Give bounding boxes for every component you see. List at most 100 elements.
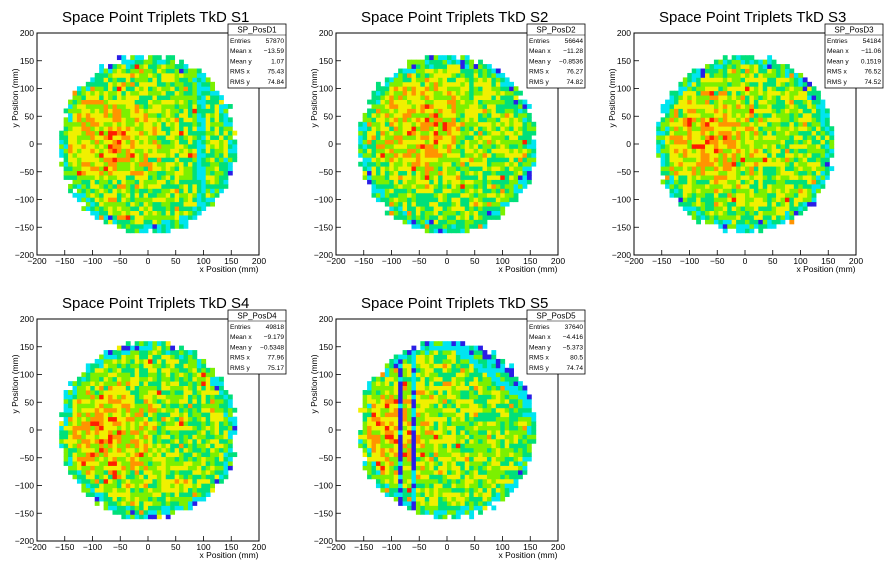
heatmap-bin — [210, 112, 215, 118]
heatmap-bin — [121, 434, 127, 440]
heatmap-bin — [187, 157, 193, 163]
heatmap-bin — [103, 376, 109, 382]
heatmap-bin — [152, 447, 158, 453]
heatmap-bin — [447, 201, 452, 207]
heatmap-bin — [134, 210, 140, 216]
heatmap-bin — [134, 59, 140, 65]
heatmap-bin — [438, 139, 443, 145]
heatmap-bin — [174, 179, 180, 185]
heatmap-bin — [94, 175, 100, 180]
heatmap-bin — [740, 59, 746, 65]
heatmap-bin — [192, 95, 198, 100]
heatmap-bin — [736, 148, 741, 154]
heatmap-bin — [205, 90, 211, 96]
heatmap-bin — [121, 152, 127, 158]
heatmap-bin — [130, 398, 136, 404]
heatmap-bin — [192, 197, 198, 203]
heatmap-bin — [116, 390, 122, 395]
heatmap-bin — [148, 130, 153, 136]
heatmap-bin — [464, 215, 470, 220]
heatmap-bin — [411, 197, 417, 203]
heatmap-bin — [438, 201, 443, 207]
heatmap-bin — [81, 179, 87, 185]
heatmap-bin — [179, 148, 184, 154]
heatmap-bin — [90, 183, 96, 189]
x-tick-label: 200 — [551, 256, 565, 266]
heatmap-bin — [76, 443, 82, 449]
heatmap-bin — [68, 121, 73, 127]
heatmap-bin — [513, 126, 519, 132]
heatmap-bin — [112, 72, 118, 78]
heatmap-bin — [112, 192, 118, 198]
heatmap-bin — [170, 90, 176, 96]
heatmap-bin — [143, 72, 149, 78]
heatmap-bin — [407, 152, 412, 158]
heatmap-bin — [165, 452, 171, 458]
heatmap-bin — [504, 117, 510, 123]
heatmap-bin — [802, 90, 808, 96]
heatmap-bin — [669, 95, 675, 100]
heatmap-bin — [371, 192, 377, 198]
heatmap-bin — [753, 201, 759, 207]
heatmap-bin — [375, 197, 381, 203]
heatmap-bin — [753, 166, 759, 172]
heatmap-bin — [700, 72, 706, 78]
heatmap-bin — [72, 139, 78, 145]
heatmap-bin — [174, 108, 180, 114]
heatmap-bin — [156, 192, 162, 198]
heatmap-bin — [116, 487, 122, 493]
heatmap-bin — [94, 398, 100, 404]
heatmap-bin — [509, 86, 514, 92]
heatmap-bin — [398, 170, 403, 176]
y-tick-label: 100 — [319, 84, 333, 94]
heatmap-bin — [139, 139, 144, 145]
heatmap-bin — [63, 394, 69, 400]
heatmap-bin — [762, 188, 768, 194]
heatmap-bin — [116, 443, 122, 449]
heatmap-bin — [393, 130, 399, 136]
heatmap-bin — [424, 188, 430, 194]
heatmap-bin — [486, 90, 492, 96]
heatmap-bin — [130, 461, 136, 466]
heatmap-bin — [108, 456, 113, 462]
heatmap-bin — [776, 117, 781, 123]
heatmap-bin — [72, 183, 78, 189]
heatmap-bin — [820, 157, 826, 163]
heatmap-bin — [727, 95, 733, 100]
heatmap-bin — [161, 126, 167, 132]
heatmap-bin — [187, 350, 193, 355]
heatmap-bin — [691, 139, 697, 145]
heatmap-bin — [656, 139, 662, 145]
heatmap-bin — [81, 148, 87, 154]
heatmap-bin — [816, 95, 821, 100]
heatmap-bin — [384, 86, 390, 92]
heatmap-bin — [824, 157, 830, 163]
heatmap-bin — [829, 152, 835, 158]
heatmap-bin — [687, 144, 693, 149]
heatmap-bin — [740, 130, 746, 136]
heatmap-bin — [148, 514, 153, 520]
heatmap-bin — [820, 175, 826, 180]
heatmap-bin — [673, 112, 679, 118]
heatmap-bin — [76, 390, 82, 395]
heatmap-bin — [398, 90, 403, 96]
heatmap-bin — [673, 192, 679, 198]
heatmap-bin — [491, 148, 497, 154]
heatmap-bin — [165, 394, 171, 400]
heatmap-bin — [85, 86, 91, 92]
heatmap-bin — [196, 170, 202, 176]
heatmap-bin — [491, 99, 497, 105]
heatmap-bin — [455, 139, 461, 145]
heatmap-bin — [411, 99, 417, 105]
heatmap-bin — [68, 407, 73, 413]
heatmap-bin — [767, 148, 773, 154]
heatmap-bin — [816, 179, 821, 185]
heatmap-bin — [103, 77, 109, 83]
heatmap-bin — [811, 161, 817, 167]
heatmap-bin — [130, 350, 136, 355]
heatmap-bin — [112, 210, 118, 216]
heatmap-bin — [691, 215, 697, 220]
heatmap-bin — [103, 456, 109, 462]
heatmap-bin — [789, 183, 795, 189]
heatmap-bin — [94, 438, 100, 444]
